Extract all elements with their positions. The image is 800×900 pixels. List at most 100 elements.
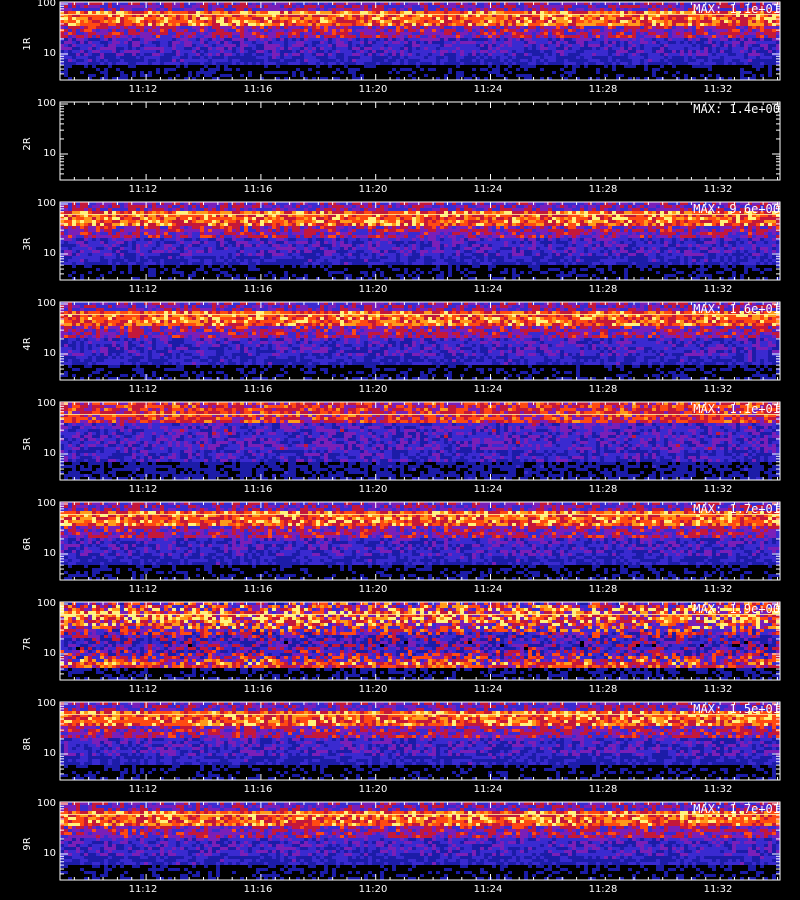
x-tick-label: 11:28 <box>573 184 633 195</box>
max-value-label: MAX: 1.6e+01 <box>693 302 780 316</box>
y-tick-label: 10 <box>30 148 56 159</box>
spectrogram-panel-8R: 8R 100 10 11:12 11:16 11:20 11:24 11:28 11:32 MAX… <box>0 698 800 800</box>
x-tick-label: 11:20 <box>343 284 403 295</box>
max-value-label: MAX: 1.1e+01 <box>693 2 780 16</box>
x-tick-label: 11:24 <box>458 784 518 795</box>
x-tick-label: 11:20 <box>343 184 403 195</box>
x-tick-label: 11:12 <box>113 584 173 595</box>
axis-ticks <box>59 602 780 680</box>
plot-frame <box>59 401 781 481</box>
heatmap-cells <box>60 302 780 380</box>
max-value-label: MAX: 1.9e+00 <box>693 602 780 616</box>
plot-frame <box>59 1 781 81</box>
x-tick-label: 11:20 <box>343 84 403 95</box>
y-tick-label: 10 <box>30 48 56 59</box>
heatmap-cells <box>60 402 780 480</box>
x-tick-label: 11:12 <box>113 84 173 95</box>
x-tick-label: 11:32 <box>688 684 748 695</box>
plot-frame <box>59 801 781 881</box>
y-tick-label: 100 <box>30 0 56 9</box>
x-tick-label: 11:32 <box>688 384 748 395</box>
x-tick-label: 11:12 <box>113 784 173 795</box>
spectrogram-plot <box>59 501 781 581</box>
x-tick-label: 11:32 <box>688 584 748 595</box>
x-tick-label: 11:20 <box>343 384 403 395</box>
axis-ticks <box>59 802 780 880</box>
y-tick-label: 100 <box>30 498 56 509</box>
spectrogram-panel-7R: 7R 100 10 11:12 11:16 11:20 11:24 11:28 11:32 MAX… <box>0 598 800 700</box>
y-tick-label: 100 <box>30 798 56 809</box>
x-tick-label: 11:24 <box>458 284 518 295</box>
spectrogram-plot <box>59 601 781 681</box>
x-tick-label: 11:12 <box>113 184 173 195</box>
x-tick-label: 11:20 <box>343 884 403 895</box>
spectrogram-plot <box>59 801 781 881</box>
x-tick-label: 11:24 <box>458 484 518 495</box>
x-tick-label: 11:12 <box>113 684 173 695</box>
spectrogram-panel-1R: 1R 100 10 11:12 11:16 11:20 11:24 11:28 11:32 MAX… <box>0 0 800 100</box>
heatmap-cells <box>60 702 780 780</box>
spectrogram-panel-6R: 6R 100 10 11:12 11:16 11:20 11:24 11:28 11:32 MAX… <box>0 498 800 600</box>
x-tick-label: 11:28 <box>573 584 633 595</box>
max-value-label: MAX: 1.1e+01 <box>693 402 780 416</box>
y-tick-label: 100 <box>30 698 56 709</box>
axis-ticks <box>59 302 780 380</box>
x-tick-label: 11:24 <box>458 84 518 95</box>
x-tick-label: 11:20 <box>343 484 403 495</box>
x-tick-label: 11:32 <box>688 484 748 495</box>
max-value-label: MAX: 9.6e+00 <box>693 202 780 216</box>
spectrogram-plot <box>59 1 781 81</box>
max-value-label: MAX: 1.7e+01 <box>693 802 780 816</box>
x-tick-label: 11:32 <box>688 884 748 895</box>
spectrogram-panel-4R: 4R 100 10 11:12 11:16 11:20 11:24 11:28 11:32 MAX… <box>0 298 800 400</box>
x-tick-label: 11:16 <box>228 784 288 795</box>
y-tick-label: 10 <box>30 748 56 759</box>
x-tick-label: 11:28 <box>573 884 633 895</box>
x-tick-label: 11:24 <box>458 684 518 695</box>
x-tick-label: 11:16 <box>228 684 288 695</box>
x-tick-label: 11:28 <box>573 484 633 495</box>
axis-ticks <box>59 402 780 480</box>
x-tick-label: 11:28 <box>573 384 633 395</box>
spectrogram-plot <box>59 201 781 281</box>
x-tick-label: 11:16 <box>228 384 288 395</box>
plot-frame <box>59 601 781 681</box>
y-tick-label: 100 <box>30 598 56 609</box>
x-tick-label: 11:20 <box>343 784 403 795</box>
x-tick-label: 11:16 <box>228 184 288 195</box>
y-tick-label: 100 <box>30 198 56 209</box>
axis-ticks <box>59 202 780 280</box>
y-tick-label: 100 <box>30 398 56 409</box>
x-tick-label: 11:16 <box>228 84 288 95</box>
heatmap-cells <box>60 802 780 880</box>
plot-frame <box>59 501 781 581</box>
max-value-label: MAX: 1.4e+00 <box>693 102 780 116</box>
x-tick-label: 11:24 <box>458 884 518 895</box>
y-tick-label: 10 <box>30 348 56 359</box>
max-value-label: MAX: 1.7e+01 <box>693 502 780 516</box>
y-tick-label: 10 <box>30 848 56 859</box>
y-tick-label: 10 <box>30 248 56 259</box>
spectrogram-panel-9R: 9R 100 10 11:12 11:16 11:20 11:24 11:28 11:32 MAX… <box>0 798 800 900</box>
axis-ticks <box>59 502 780 580</box>
x-tick-label: 11:12 <box>113 284 173 295</box>
x-tick-label: 11:20 <box>343 584 403 595</box>
heatmap-cells <box>60 2 780 80</box>
x-tick-label: 11:20 <box>343 684 403 695</box>
spectrogram-plot <box>59 701 781 781</box>
spectrogram-panel-3R: 3R 100 10 11:12 11:16 11:20 11:24 11:28 11:32 MAX… <box>0 198 800 300</box>
x-tick-label: 11:12 <box>113 884 173 895</box>
y-tick-label: 100 <box>30 298 56 309</box>
x-tick-label: 11:24 <box>458 584 518 595</box>
axis-ticks <box>59 2 780 80</box>
x-tick-label: 11:24 <box>458 384 518 395</box>
spectrogram-plot <box>59 101 781 181</box>
x-tick-label: 11:32 <box>688 284 748 295</box>
y-tick-label: 10 <box>30 648 56 659</box>
plot-frame <box>59 101 781 181</box>
y-tick-label: 10 <box>30 548 56 559</box>
spectrogram-plot <box>59 401 781 481</box>
x-tick-label: 11:12 <box>113 484 173 495</box>
x-tick-label: 11:32 <box>688 184 748 195</box>
heatmap-cells <box>60 602 780 680</box>
